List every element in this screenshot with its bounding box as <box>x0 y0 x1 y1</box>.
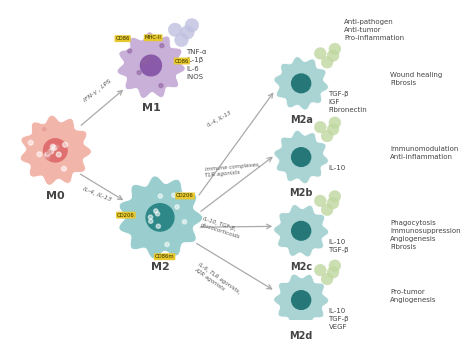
Circle shape <box>327 267 339 278</box>
Text: Wound healing
Fibrosis: Wound healing Fibrosis <box>390 72 442 86</box>
Text: TNF-α
IL-1β
IL-6
iNOS: TNF-α IL-1β IL-6 iNOS <box>186 49 207 80</box>
Text: CD86: CD86 <box>116 36 130 41</box>
Text: IL-4, IL-13: IL-4, IL-13 <box>82 186 111 202</box>
Circle shape <box>168 23 182 36</box>
Circle shape <box>174 33 188 47</box>
Text: IL-10
TGF-β: IL-10 TGF-β <box>328 239 349 253</box>
Circle shape <box>175 205 179 209</box>
Text: IL-6, TLR agonists,
A2R agonists: IL-6, TLR agonists, A2R agonists <box>193 262 241 300</box>
Circle shape <box>50 144 55 149</box>
Text: Pro-tumor
Angiogenesis: Pro-tumor Angiogenesis <box>390 289 437 303</box>
Circle shape <box>37 152 42 157</box>
Circle shape <box>321 204 333 216</box>
Polygon shape <box>117 32 185 98</box>
Circle shape <box>181 26 194 39</box>
Circle shape <box>172 193 176 197</box>
Circle shape <box>329 191 341 202</box>
Circle shape <box>314 48 326 59</box>
Circle shape <box>182 220 187 224</box>
Circle shape <box>155 212 160 216</box>
Circle shape <box>327 50 339 62</box>
Text: M2c: M2c <box>290 262 312 272</box>
Circle shape <box>314 264 326 276</box>
Circle shape <box>321 56 333 68</box>
Text: TGF-β
IGF
Fibronectin: TGF-β IGF Fibronectin <box>328 91 367 114</box>
Circle shape <box>321 130 333 142</box>
Circle shape <box>314 195 326 207</box>
Polygon shape <box>273 205 328 257</box>
Polygon shape <box>119 176 202 259</box>
Circle shape <box>292 291 310 309</box>
Circle shape <box>49 149 54 154</box>
Circle shape <box>185 19 199 32</box>
Circle shape <box>329 260 341 271</box>
Circle shape <box>137 71 141 74</box>
Circle shape <box>56 152 61 157</box>
Circle shape <box>45 152 50 157</box>
Circle shape <box>179 192 183 197</box>
Circle shape <box>46 157 49 160</box>
Circle shape <box>56 145 59 148</box>
Circle shape <box>329 117 341 129</box>
Text: Phagocytosis
Immunosuppression
Angiogenesis
Fibrosis: Phagocytosis Immunosuppression Angiogene… <box>390 220 461 250</box>
Text: IL-4, IL-13: IL-4, IL-13 <box>207 110 232 128</box>
Text: M1: M1 <box>142 103 160 114</box>
Circle shape <box>314 121 326 133</box>
Text: CD206: CD206 <box>117 212 135 218</box>
Text: CD206: CD206 <box>176 193 194 199</box>
Circle shape <box>44 139 67 162</box>
Text: IFN-γ , LPS: IFN-γ , LPS <box>83 79 113 103</box>
Circle shape <box>148 215 153 219</box>
Circle shape <box>158 194 163 198</box>
Circle shape <box>52 146 57 150</box>
Circle shape <box>143 61 147 65</box>
Circle shape <box>327 197 339 209</box>
Circle shape <box>292 148 310 166</box>
Text: CD86m: CD86m <box>155 254 174 259</box>
Circle shape <box>146 57 150 61</box>
Text: M2b: M2b <box>290 188 313 198</box>
Circle shape <box>146 204 174 231</box>
Circle shape <box>165 242 169 246</box>
Text: MHC-II: MHC-II <box>145 35 162 40</box>
Circle shape <box>329 43 341 55</box>
Polygon shape <box>273 274 328 326</box>
Circle shape <box>292 221 310 240</box>
Circle shape <box>128 49 132 53</box>
Circle shape <box>160 44 164 48</box>
Circle shape <box>292 74 310 93</box>
Circle shape <box>140 55 162 76</box>
Polygon shape <box>20 115 91 185</box>
Circle shape <box>63 142 68 147</box>
Circle shape <box>28 140 33 145</box>
Circle shape <box>154 209 158 213</box>
Polygon shape <box>274 130 328 184</box>
Text: IL-10: IL-10 <box>328 165 346 171</box>
Text: IL-10, TGF-β,
glucocorticoids: IL-10, TGF-β, glucocorticoids <box>200 217 243 240</box>
Text: M2a: M2a <box>290 115 312 125</box>
Circle shape <box>149 219 153 223</box>
Circle shape <box>327 123 339 135</box>
Circle shape <box>46 151 50 154</box>
Polygon shape <box>274 57 328 110</box>
Circle shape <box>43 128 46 131</box>
Text: Anti-pathogen
Anti-tumor
Pro-inflammation: Anti-pathogen Anti-tumor Pro-inflammatio… <box>345 19 404 40</box>
Text: M2d: M2d <box>290 331 313 340</box>
Circle shape <box>48 150 51 153</box>
Text: M0: M0 <box>46 191 64 201</box>
Circle shape <box>159 84 163 88</box>
Circle shape <box>321 273 333 285</box>
Text: IL-10
TGF-β
VEGF: IL-10 TGF-β VEGF <box>328 308 349 330</box>
Circle shape <box>62 166 66 171</box>
Text: Immunomodulation
Anti-inflammation: Immunomodulation Anti-inflammation <box>390 146 458 160</box>
Text: CD86: CD86 <box>175 58 189 64</box>
Circle shape <box>156 224 160 228</box>
Text: immune complexes,
TLR agonists: immune complexes, TLR agonists <box>204 162 261 178</box>
Text: M2: M2 <box>151 262 169 272</box>
